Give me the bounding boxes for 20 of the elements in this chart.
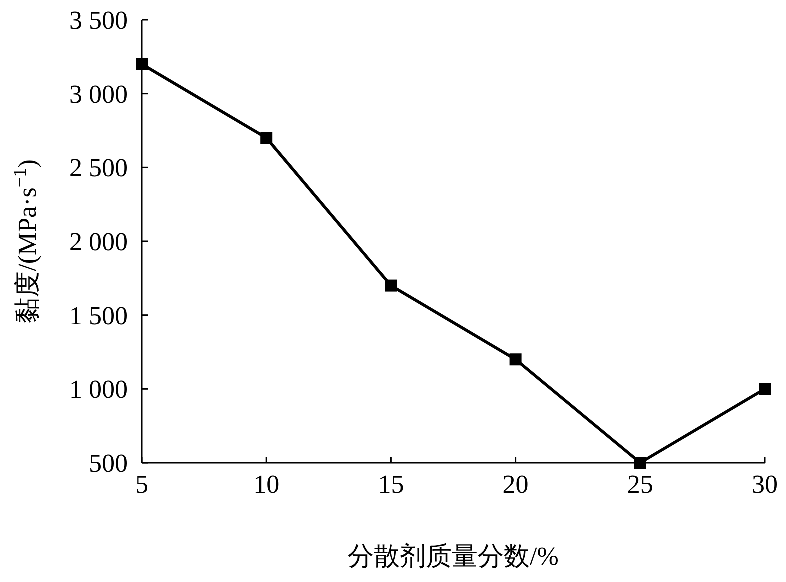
- y-tick-label: 1 500: [70, 301, 128, 330]
- x-tick-label: 20: [502, 470, 529, 499]
- y-tick-label: 2 000: [70, 228, 128, 256]
- y-tick-label: 3 000: [70, 80, 128, 109]
- x-tick-label: 30: [752, 470, 778, 499]
- point: [260, 132, 273, 144]
- x-tick-label: 10: [254, 470, 280, 499]
- x-tick-label: 5: [136, 470, 148, 499]
- x-tick-label: 15: [378, 470, 404, 499]
- y-tick-label: 1 000: [70, 375, 128, 404]
- point: [510, 354, 522, 366]
- point: [759, 383, 771, 396]
- point: [634, 457, 646, 469]
- x-tick-label: 25: [627, 470, 654, 499]
- y-tick-label: 2 500: [70, 154, 128, 183]
- point: [385, 280, 398, 292]
- point: [136, 58, 148, 70]
- y-tick-label: 3 500: [70, 6, 128, 35]
- x-axis-title: 分散剂质量分数/%: [348, 542, 559, 571]
- y-tick-label: 500: [89, 449, 128, 478]
